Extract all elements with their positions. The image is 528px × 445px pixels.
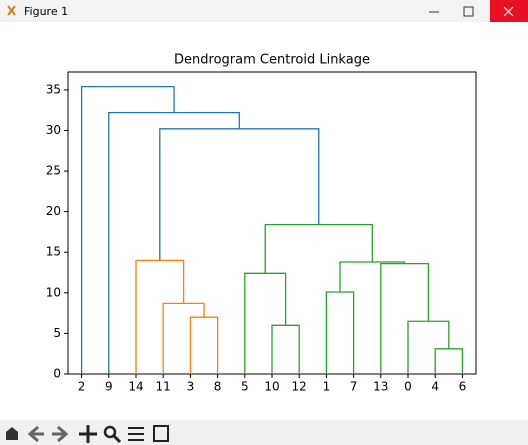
x-tick-label: 9 [105,380,113,394]
x-tick-label: 5 [241,380,249,394]
back-button[interactable] [27,425,44,443]
x-tick-label: 10 [264,380,279,394]
zoom-handle [112,434,122,444]
link [264,223,373,274]
y-tick-label: 15 [46,245,61,259]
link [80,85,175,374]
x-tick-label: 12 [292,380,307,394]
link [339,261,406,293]
y-tick-label: 5 [53,326,61,340]
y-tick-label: 25 [46,164,61,178]
close-icon [503,6,514,17]
x-tick-label: 4 [431,380,439,394]
y-tick-label: 20 [46,204,61,218]
y-tick-label: 30 [46,123,61,137]
x-tick-label: 11 [156,380,171,394]
x-tick-label: 0 [404,380,412,394]
zoom-button[interactable] [103,425,117,439]
y-tick-label: 10 [46,285,61,299]
x-tick-label: 2 [78,380,86,394]
pan-button[interactable] [79,425,97,443]
link [159,128,320,261]
x-tick-label: 13 [373,380,388,394]
configure-button[interactable] [128,427,144,441]
title-bar [0,0,528,22]
y-tick-label: 0 [53,367,61,381]
x-tick-label: 14 [128,380,143,394]
x-tick-label: 1 [323,380,331,394]
home-button[interactable] [6,427,18,440]
window-title: Figure 1 [24,5,68,18]
plot: 0 5 10 15 20 25 30 35 2 9 14 11 3 8 5 10 12 1 7 13 0 4 6 [46,82,467,393]
app-icon [7,5,16,16]
x-tick-label: 8 [214,380,222,394]
forward-button[interactable] [52,425,69,443]
maximize-button[interactable] [463,6,474,17]
chart-title: Dendrogram Centroid Linkage [174,53,370,68]
save-button[interactable] [153,425,169,442]
y-tick-label: 35 [46,82,61,96]
x-tick-label: 6 [459,380,467,394]
x-tick-label: 7 [350,380,358,394]
link [162,302,205,374]
x-tick-label: 3 [187,380,195,394]
